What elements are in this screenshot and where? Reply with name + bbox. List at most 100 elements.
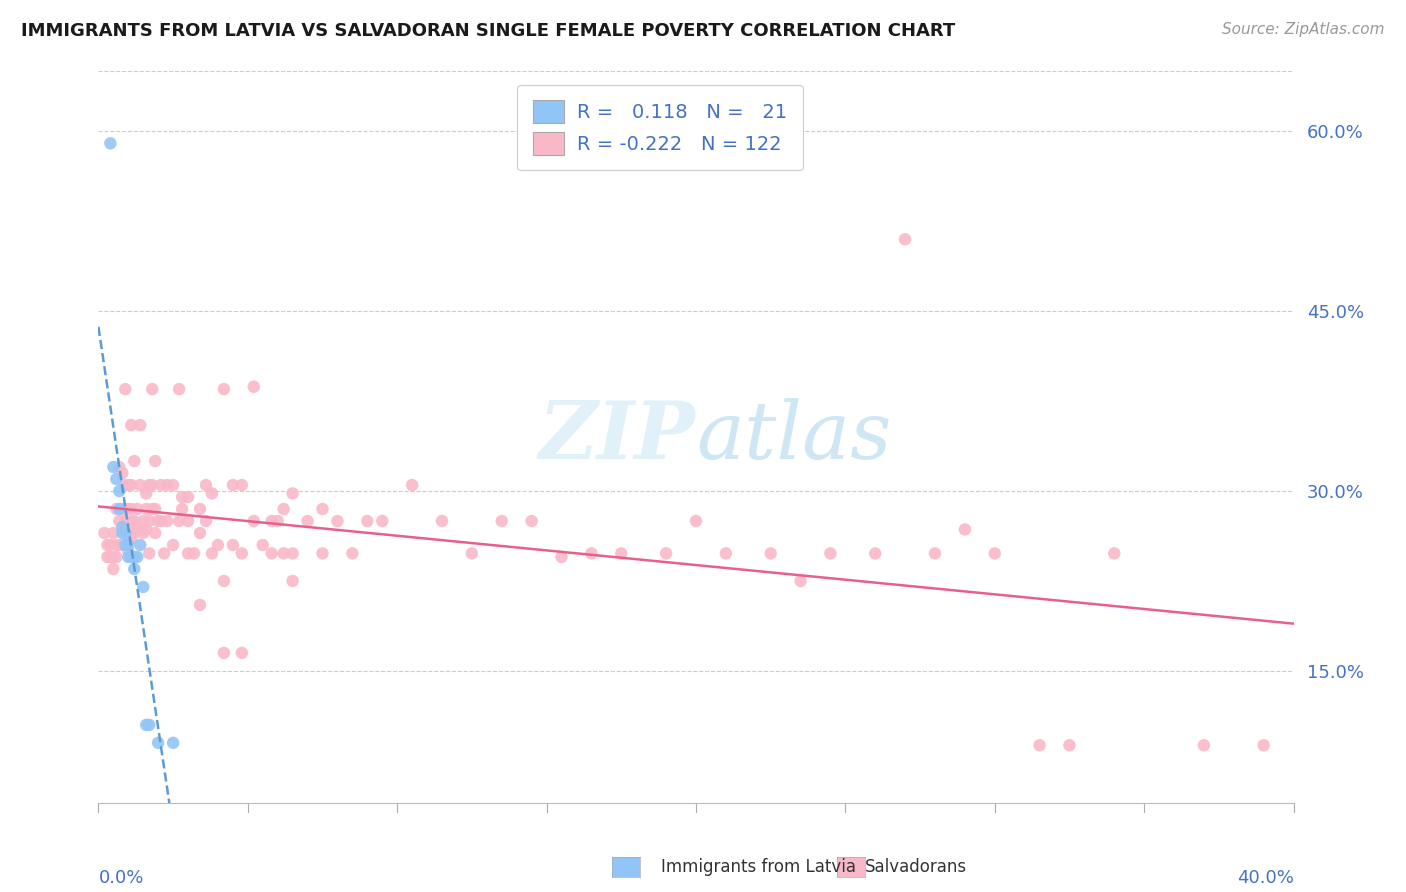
Point	[188, 526, 211, 541]
Point	[111, 520, 134, 534]
Point	[222, 478, 245, 492]
Legend: R =   0.118   N =   21, R = -0.222   N = 122: R = 0.118 N = 21, R = -0.222 N = 122	[517, 85, 803, 170]
Point	[129, 523, 152, 537]
Point	[162, 736, 184, 750]
Point	[129, 538, 152, 552]
Point	[1104, 546, 1126, 560]
Point	[141, 478, 163, 492]
Point	[212, 574, 235, 588]
Point	[231, 646, 253, 660]
Point	[311, 546, 333, 560]
Point	[260, 546, 283, 560]
Point	[124, 514, 146, 528]
Point	[143, 502, 166, 516]
Point	[117, 502, 139, 516]
Point	[162, 478, 184, 492]
Point	[865, 546, 887, 560]
Point	[138, 546, 160, 560]
Point	[231, 478, 253, 492]
Point	[172, 490, 194, 504]
Point	[520, 514, 543, 528]
Point	[243, 380, 266, 394]
Point	[297, 514, 319, 528]
Point	[114, 502, 136, 516]
Point	[461, 546, 484, 560]
Point	[124, 526, 146, 541]
Point	[111, 502, 134, 516]
Point	[111, 466, 134, 480]
Point	[120, 549, 142, 564]
Point	[167, 514, 190, 528]
Point	[103, 562, 125, 576]
Point	[655, 546, 678, 560]
Point	[1028, 738, 1050, 752]
Point	[150, 514, 173, 528]
Text: 40.0%: 40.0%	[1237, 869, 1294, 887]
Point	[127, 520, 149, 534]
Point	[371, 514, 394, 528]
Point	[141, 382, 163, 396]
Point	[98, 549, 122, 564]
Point	[96, 538, 118, 552]
Point	[156, 478, 179, 492]
Point	[129, 418, 152, 433]
Point	[120, 478, 142, 492]
Point	[222, 538, 245, 552]
Point	[96, 549, 118, 564]
Point	[924, 546, 946, 560]
Point	[953, 523, 976, 537]
Point	[120, 418, 142, 433]
Point	[117, 544, 139, 558]
Text: Salvadorans: Salvadorans	[865, 858, 967, 876]
Point	[114, 514, 136, 528]
Point	[820, 546, 842, 560]
Point	[273, 546, 295, 560]
Text: ZIP: ZIP	[538, 399, 696, 475]
Point	[135, 502, 157, 516]
Point	[129, 478, 152, 492]
Point	[150, 478, 173, 492]
Point	[127, 502, 149, 516]
Point	[281, 574, 304, 588]
Point	[207, 538, 229, 552]
Point	[105, 538, 128, 552]
Point	[714, 546, 737, 560]
Point	[177, 490, 200, 504]
Point	[143, 454, 166, 468]
Point	[273, 502, 295, 516]
Point	[127, 549, 149, 564]
Point	[135, 486, 157, 500]
Point	[188, 598, 211, 612]
Point	[105, 549, 128, 564]
Point	[108, 502, 131, 516]
Point	[108, 483, 131, 498]
Point	[103, 460, 125, 475]
Point	[117, 538, 139, 552]
Point	[108, 514, 131, 528]
Point	[114, 478, 136, 492]
Point	[120, 532, 142, 546]
Point	[177, 546, 200, 560]
Point	[252, 538, 274, 552]
Point	[759, 546, 782, 560]
Point	[141, 502, 163, 516]
Text: IMMIGRANTS FROM LATVIA VS SALVADORAN SINGLE FEMALE POVERTY CORRELATION CHART: IMMIGRANTS FROM LATVIA VS SALVADORAN SIN…	[21, 22, 955, 40]
Point	[685, 514, 707, 528]
Point	[401, 478, 423, 492]
Point	[167, 382, 190, 396]
Point	[162, 538, 184, 552]
Point	[135, 523, 157, 537]
Point	[105, 502, 128, 516]
Point	[550, 549, 572, 564]
Point	[138, 514, 160, 528]
Point	[124, 454, 146, 468]
Point	[243, 514, 266, 528]
Point	[93, 526, 115, 541]
Point	[117, 478, 139, 492]
Point	[1253, 738, 1275, 752]
Point	[610, 546, 633, 560]
Point	[103, 526, 125, 541]
Point	[120, 502, 142, 516]
Point	[201, 486, 224, 500]
Point	[105, 472, 128, 486]
